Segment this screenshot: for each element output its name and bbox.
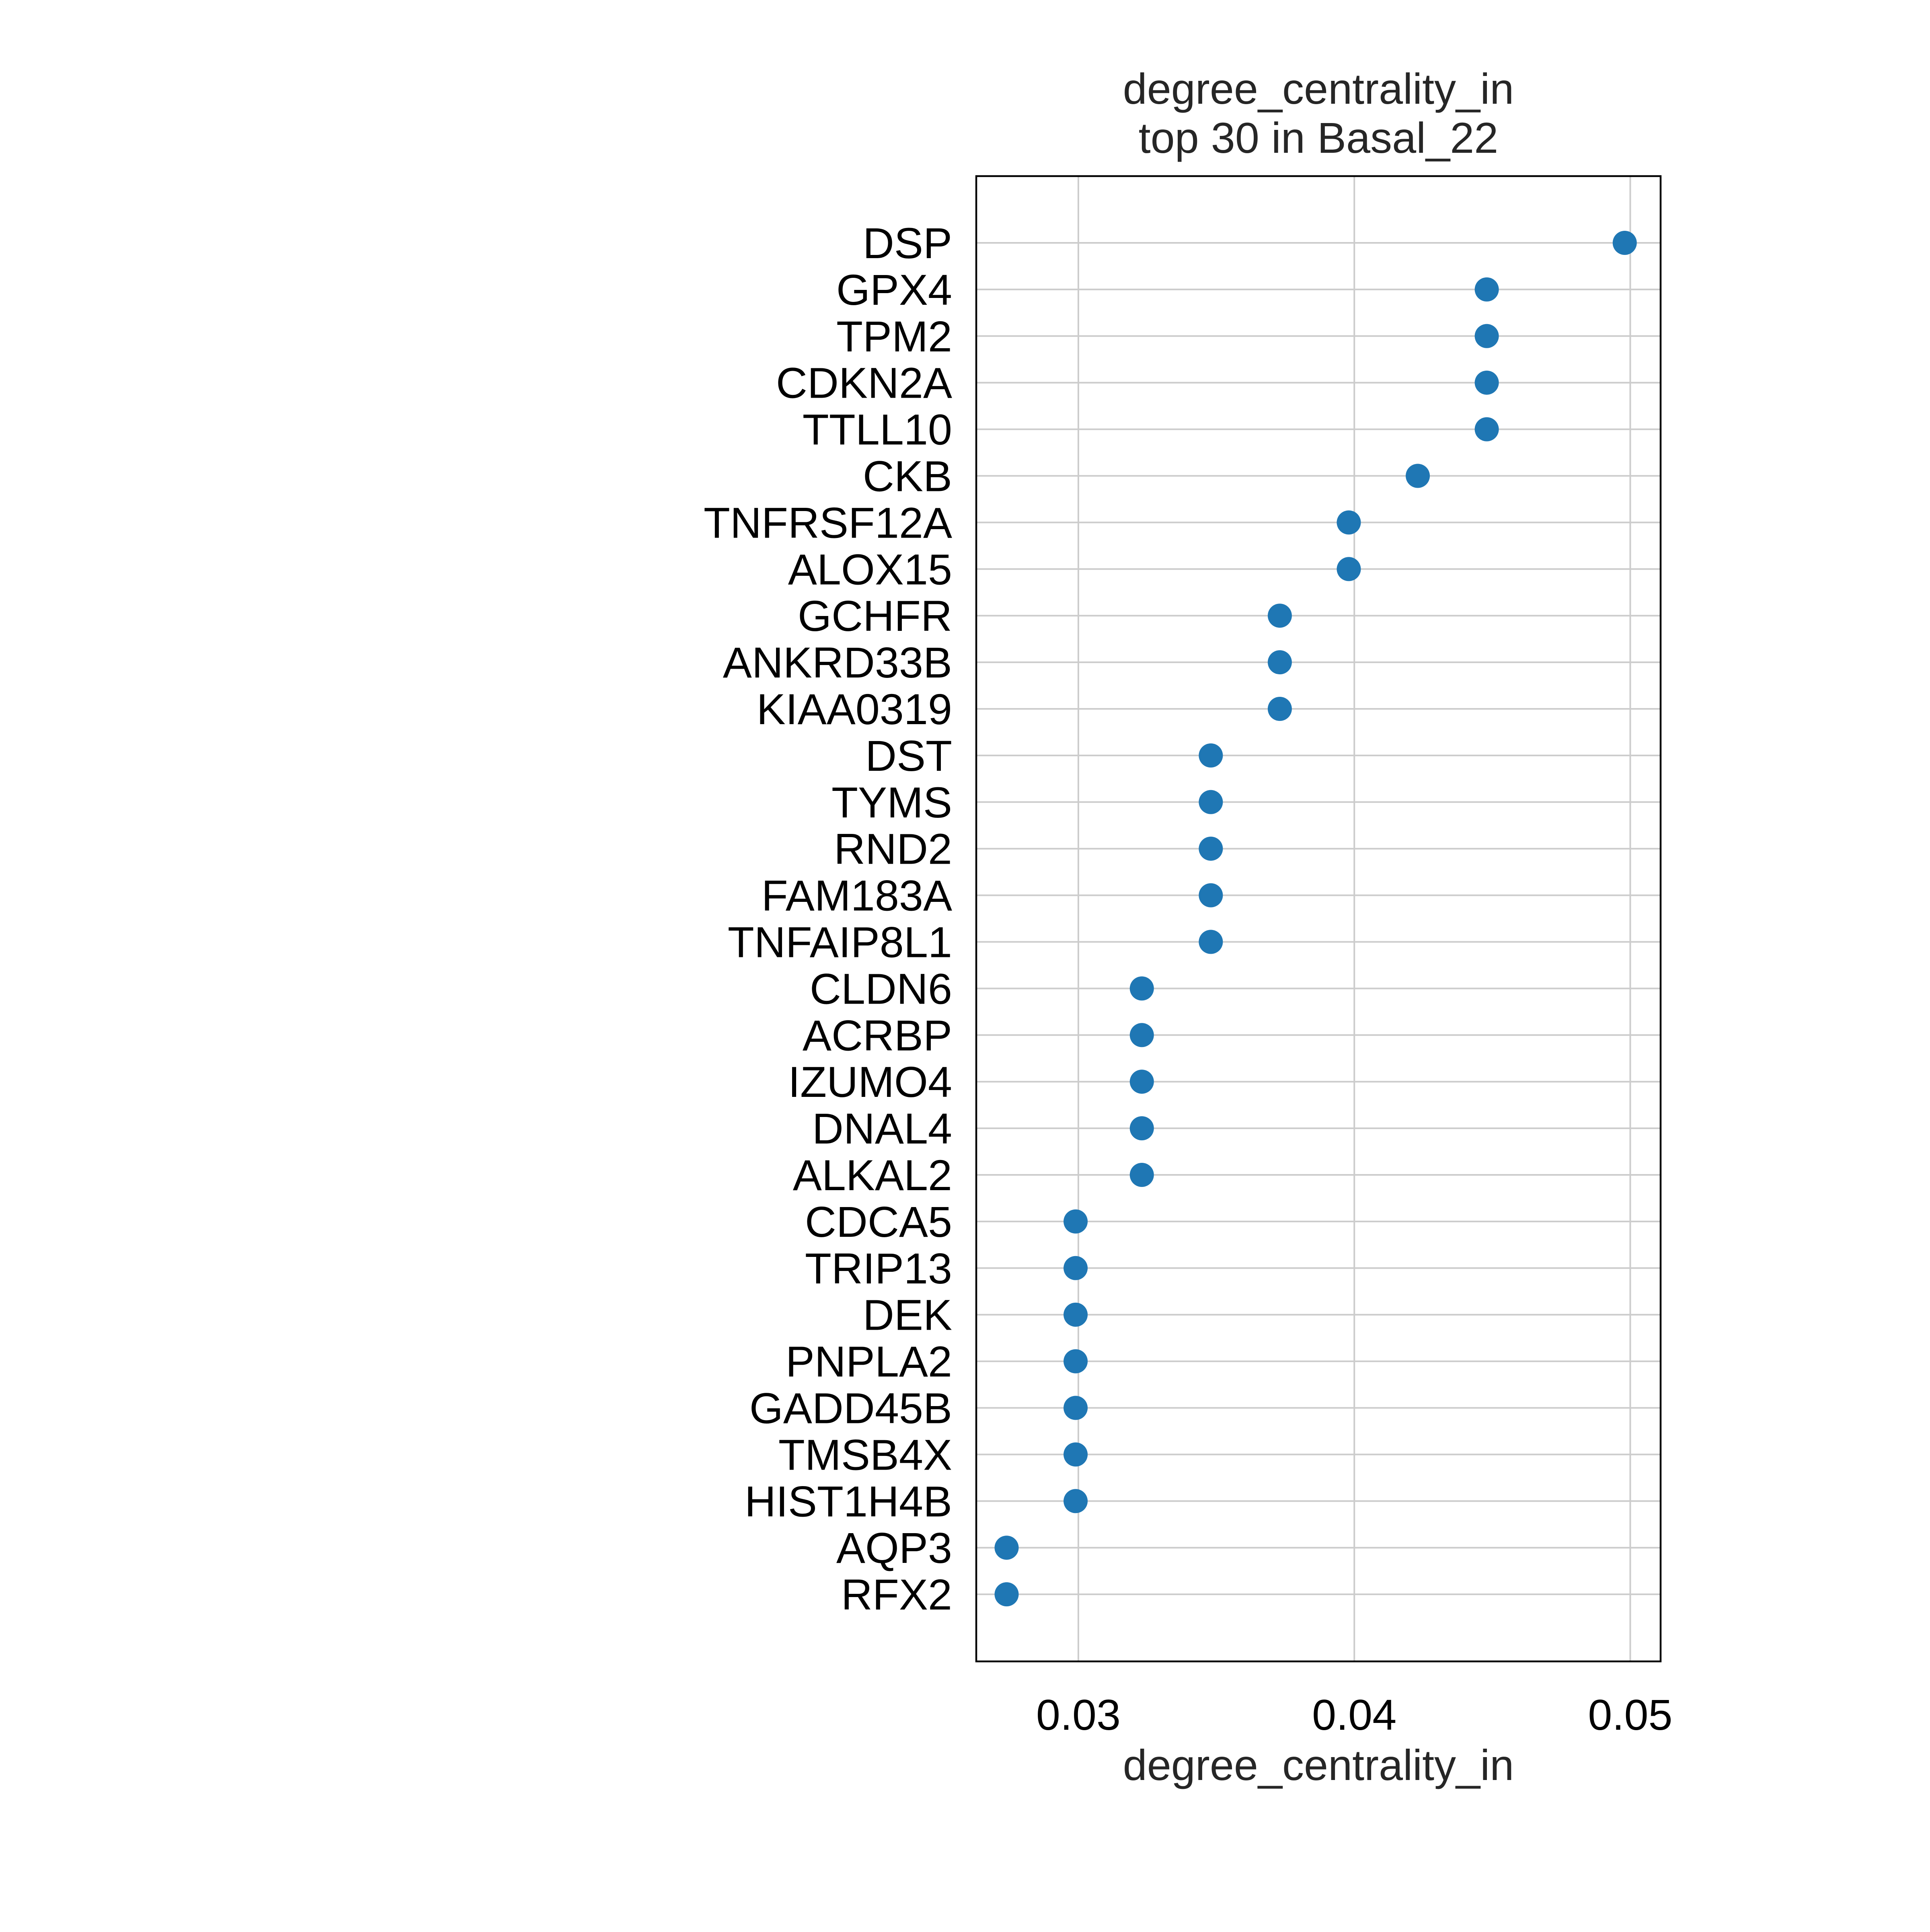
y-tick-label: DNAL4 bbox=[812, 1104, 952, 1153]
chart-title: degree_centrality_in top 30 in Basal_22 bbox=[1123, 64, 1514, 162]
data-point bbox=[994, 1582, 1019, 1607]
plot-frame bbox=[975, 175, 1662, 1663]
y-tick-label: ANKRD33B bbox=[723, 638, 952, 687]
data-point bbox=[1199, 883, 1223, 907]
y-tick-label: KIAA0319 bbox=[757, 685, 952, 733]
y-tick-label: CDKN2A bbox=[776, 359, 952, 407]
data-point bbox=[1129, 1023, 1154, 1047]
y-tick-label: DSP bbox=[863, 219, 952, 267]
data-point bbox=[994, 1536, 1019, 1560]
y-tick-label: GPX4 bbox=[836, 265, 952, 314]
data-point bbox=[1337, 557, 1361, 581]
y-tick-label: TPM2 bbox=[836, 312, 952, 361]
y-tick-label: PNPLA2 bbox=[786, 1337, 952, 1386]
y-tick-label: DEK bbox=[863, 1291, 952, 1339]
data-point bbox=[1199, 836, 1223, 861]
data-point bbox=[1337, 510, 1361, 535]
x-tick-label: 0.03 bbox=[1036, 1690, 1121, 1739]
y-tick-label: CKB bbox=[863, 452, 952, 501]
data-point bbox=[1267, 650, 1292, 675]
data-point bbox=[1474, 370, 1499, 395]
data-point bbox=[1064, 1396, 1088, 1420]
data-point bbox=[1064, 1349, 1088, 1374]
data-point bbox=[1612, 231, 1637, 255]
x-tick-labels: 0.03 0.04 0.05 bbox=[1036, 1690, 1673, 1739]
y-tick-label: AQP3 bbox=[836, 1523, 952, 1572]
data-point bbox=[1129, 1116, 1154, 1141]
grid-layer bbox=[976, 176, 1661, 1661]
data-point bbox=[1199, 743, 1223, 768]
y-tick-label: TNFAIP8L1 bbox=[728, 918, 952, 967]
y-tick-label: FAM183A bbox=[762, 871, 952, 920]
x-axis-label: degree_centrality_in bbox=[1123, 1741, 1514, 1789]
data-point bbox=[1129, 1163, 1154, 1187]
y-tick-label: TRIP13 bbox=[805, 1244, 952, 1293]
y-tick-label: ALOX15 bbox=[788, 545, 952, 593]
y-tick-label: TTLL10 bbox=[803, 405, 952, 454]
x-tick-label: 0.05 bbox=[1588, 1690, 1672, 1739]
data-point bbox=[1474, 277, 1499, 302]
y-tick-label: RFX2 bbox=[841, 1570, 952, 1619]
y-tick-labels: DSPGPX4TPM2CDKN2ATTLL10CKBTNFRSF12AALOX1… bbox=[704, 219, 952, 1619]
data-point bbox=[1064, 1442, 1088, 1467]
y-tick-label: DST bbox=[865, 731, 952, 780]
y-tick-label: RND2 bbox=[834, 825, 952, 873]
y-tick-label: HIST1H4B bbox=[745, 1477, 952, 1525]
data-point bbox=[1474, 417, 1499, 441]
data-point bbox=[1129, 1070, 1154, 1094]
chart-title-line: top 30 in Basal_22 bbox=[1139, 113, 1499, 162]
data-point bbox=[1474, 324, 1499, 348]
data-point bbox=[1267, 604, 1292, 628]
data-point bbox=[1267, 697, 1292, 721]
y-tick-label: TYMS bbox=[832, 778, 952, 827]
y-tick-label: GCHFR bbox=[798, 591, 952, 640]
y-tick-label: GADD45B bbox=[749, 1384, 952, 1433]
x-tick-label: 0.04 bbox=[1312, 1690, 1396, 1739]
chart-title-line: degree_centrality_in bbox=[1123, 64, 1514, 113]
data-point bbox=[1064, 1302, 1088, 1327]
data-point bbox=[1064, 1489, 1088, 1513]
data-point bbox=[1064, 1209, 1088, 1234]
y-tick-label: CDCA5 bbox=[805, 1197, 952, 1246]
y-tick-label: ACRBP bbox=[803, 1011, 952, 1059]
data-point bbox=[1406, 464, 1430, 488]
y-tick-label: CLDN6 bbox=[810, 964, 952, 1013]
data-point bbox=[1199, 790, 1223, 814]
points-layer bbox=[994, 231, 1637, 1607]
data-point bbox=[1064, 1256, 1088, 1280]
y-tick-label: IZUMO4 bbox=[788, 1057, 952, 1106]
y-tick-label: ALKAL2 bbox=[793, 1151, 952, 1199]
data-point bbox=[1129, 976, 1154, 1001]
y-tick-label: TMSB4X bbox=[778, 1430, 952, 1479]
y-tick-label: TNFRSF12A bbox=[704, 498, 952, 547]
data-point bbox=[1199, 930, 1223, 954]
